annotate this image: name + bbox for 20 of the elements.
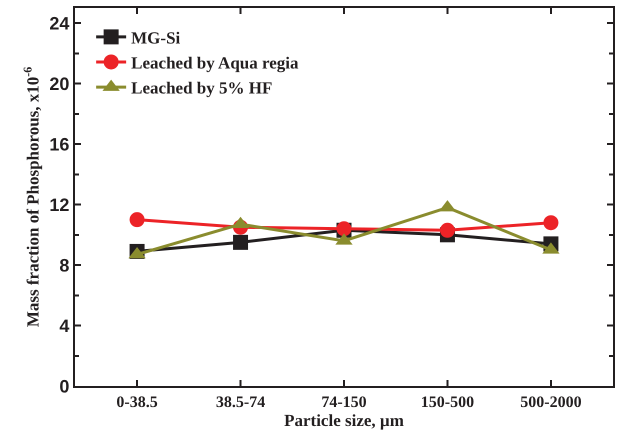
legend-label: MG-Si (131, 28, 181, 48)
point (440, 222, 455, 238)
point (543, 215, 558, 230)
legend-label: Leached by Aqua regia (131, 54, 299, 73)
y-tick-label: 0 (59, 376, 70, 396)
x-tick-label: 150-500 (420, 394, 474, 412)
legend-label: Leached by 5% HF (131, 78, 272, 98)
x-tick-label: 0-38.5 (116, 394, 158, 412)
point (130, 212, 145, 228)
x-tick-label: 74-150 (321, 394, 367, 412)
x-axis-title: Particle size, µm (284, 411, 404, 430)
x-tick-label: 500-2000 (520, 394, 582, 412)
y-tick-label: 4 (59, 316, 70, 336)
y-tick-label: 16 (49, 134, 70, 154)
y-tick-label: 20 (49, 74, 70, 94)
y-tick-label: 12 (49, 194, 70, 215)
y-tick-label: 24 (49, 13, 70, 34)
x-tick-label: 38.5-74 (216, 394, 266, 412)
point (233, 234, 248, 250)
y-tick-label: 8 (59, 255, 70, 276)
